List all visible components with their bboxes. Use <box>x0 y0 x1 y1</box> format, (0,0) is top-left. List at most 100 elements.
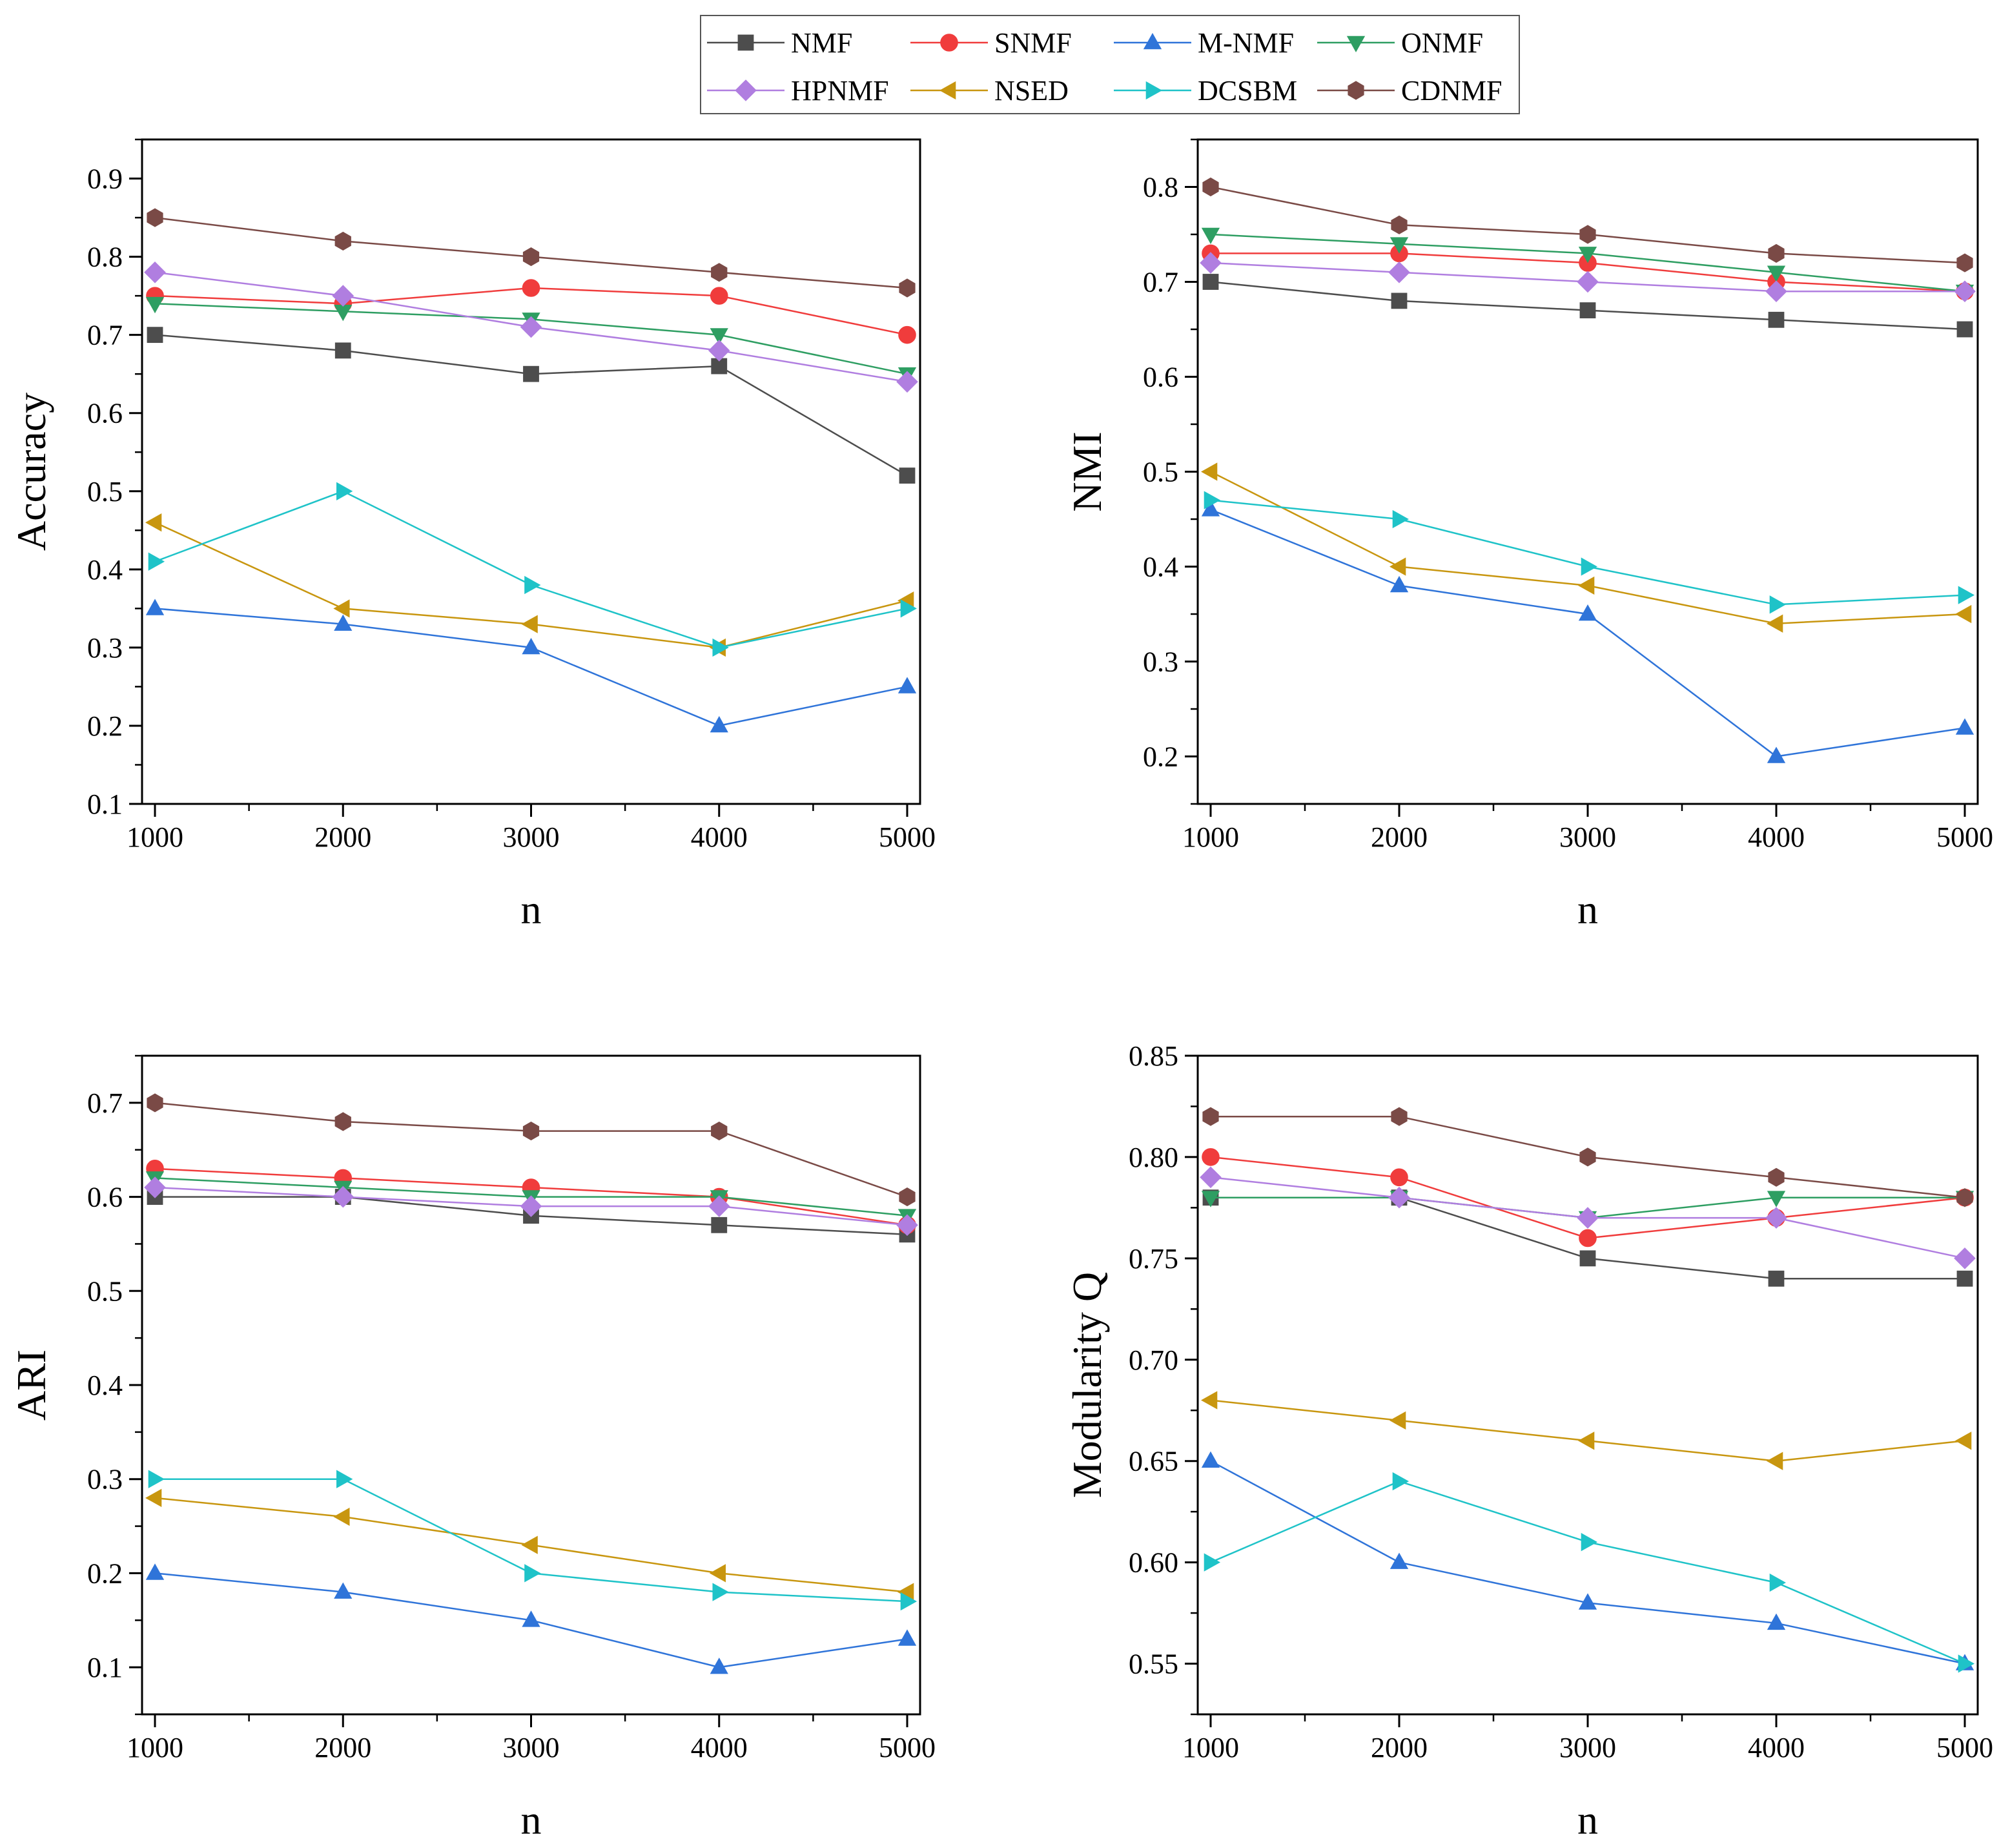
x-tick-label: 3000 <box>503 821 560 853</box>
y-tick-label: 0.6 <box>87 1182 123 1213</box>
data-point-hpnmf <box>896 371 918 393</box>
data-point-nmf <box>1956 1270 1973 1287</box>
data-point-dcsbm <box>1958 1654 1975 1673</box>
chart-panels: 1000 2000 3000 4000 5000 0.1 0.2 0.3 0.4 0.5 0.6 0.… <box>8 138 1993 1843</box>
legend-entry-nmf: NMF <box>707 27 852 59</box>
data-point-m-nmf <box>145 1563 165 1580</box>
data-point-nsed <box>1954 1432 1972 1450</box>
data-point-hpnmf <box>1200 1166 1222 1189</box>
series-cdnmf <box>1202 1107 1973 1207</box>
x-tick-label: 5000 <box>879 821 936 853</box>
data-point-nmf <box>711 1217 728 1233</box>
data-point-cdnmf <box>334 1112 351 1131</box>
x-tick-label: 2000 <box>314 1732 371 1763</box>
data-point-nmf <box>1202 274 1219 290</box>
data-point-nsed <box>333 599 350 618</box>
legend-label-snmf: SNMF <box>994 27 1072 59</box>
data-point-cdnmf <box>711 1122 728 1141</box>
data-point-onmf <box>1767 1191 1786 1207</box>
data-point-snmf <box>1579 1229 1597 1247</box>
x-tick-label: 4000 <box>691 821 748 853</box>
series-m-nmf <box>145 1563 917 1674</box>
legend-marker-nsed <box>939 81 956 100</box>
data-point-nmf <box>899 467 916 484</box>
legend-entry-snmf: SNMF <box>910 27 1072 59</box>
data-point-cdnmf <box>522 247 540 267</box>
data-point-hpnmf <box>1388 261 1410 283</box>
chart-ari: 1000 2000 3000 4000 5000 0.1 0.2 0.3 0.4 0.5 0.6 0.… <box>8 1054 936 1843</box>
data-point-nsed <box>1954 604 1972 624</box>
data-point-dcsbm <box>712 638 729 657</box>
data-point-cdnmf <box>334 231 351 251</box>
legend-marker-nmf <box>737 34 754 51</box>
data-point-hpnmf <box>1388 1186 1410 1209</box>
data-point-cdnmf <box>711 263 728 282</box>
x-tick-label: 1000 <box>127 1732 183 1763</box>
x-axis-title: n <box>521 1797 542 1843</box>
y-tick-label: 0.1 <box>87 1652 123 1683</box>
data-point-cdnmf <box>147 1093 163 1113</box>
data-point-nsed <box>1577 576 1595 595</box>
data-point-dcsbm <box>1958 586 1975 604</box>
legend-label-onmf: ONMF <box>1401 27 1483 59</box>
y-tick-label: 0.3 <box>87 632 123 664</box>
data-point-nsed <box>521 1535 538 1554</box>
data-point-nmf <box>147 327 163 344</box>
legend-entry-hpnmf: HPNMF <box>707 75 889 107</box>
data-point-dcsbm <box>524 1564 541 1583</box>
series-line-nmf <box>154 334 908 477</box>
data-point-dcsbm <box>900 1592 918 1611</box>
series-dcsbm <box>1204 1472 1975 1673</box>
data-point-onmf <box>710 328 728 345</box>
chart-nmi: 1000 2000 3000 4000 5000 0.2 0.3 0.4 0.5 0.6 0.7 0.… <box>1064 138 1993 932</box>
y-tick-label: 0.4 <box>1143 551 1178 583</box>
data-point-onmf <box>334 305 353 322</box>
series-hpnmf <box>144 261 918 393</box>
data-point-nsed <box>1577 1432 1595 1450</box>
data-point-hpnmf <box>1765 1207 1787 1229</box>
y-tick-label: 0.2 <box>87 710 123 742</box>
data-point-cdnmf <box>1202 1107 1219 1126</box>
legend-frame <box>700 15 1520 114</box>
data-point-hpnmf <box>708 1195 730 1217</box>
legend-label-nmf: NMF <box>791 27 852 59</box>
data-point-m-nmf <box>1578 604 1597 621</box>
y-tick-label: 0.4 <box>87 554 123 586</box>
data-point-dcsbm <box>1581 1533 1598 1552</box>
data-point-m-nmf <box>1767 1613 1786 1630</box>
y-tick-label: 0.7 <box>87 320 123 351</box>
legend-label-nsed: NSED <box>994 75 1069 107</box>
data-point-m-nmf <box>1578 1593 1597 1610</box>
data-point-nmf <box>1579 302 1596 319</box>
data-point-m-nmf <box>334 614 353 631</box>
legend-marker-cdnmf <box>1348 81 1364 100</box>
x-tick-label: 3000 <box>1559 821 1616 853</box>
x-tick-label: 1000 <box>1182 821 1239 853</box>
x-tick-label: 5000 <box>1936 1732 1993 1763</box>
y-tick-label: 0.5 <box>87 1275 123 1307</box>
series-dcsbm <box>148 1470 918 1611</box>
data-point-hpnmf <box>144 261 166 283</box>
data-point-m-nmf <box>897 677 917 693</box>
data-point-dcsbm <box>1392 509 1410 529</box>
data-point-m-nmf <box>1201 500 1220 517</box>
legend-entry-nsed: NSED <box>910 75 1069 107</box>
data-point-m-nmf <box>897 1629 917 1646</box>
y-tick-label: 0.8 <box>1143 172 1178 203</box>
legend-entry-m-nmf: M-NMF <box>1114 27 1294 59</box>
series-nsed <box>1200 462 1972 633</box>
x-tick-label: 2000 <box>1371 821 1428 853</box>
data-point-nsed <box>1766 614 1783 633</box>
legend-label-dcsbm: DCSBM <box>1198 75 1297 107</box>
series-line-m-nmf <box>1210 1460 1965 1665</box>
data-point-hpnmf <box>708 340 730 362</box>
legend-entry-dcsbm: DCSBM <box>1114 75 1297 107</box>
data-point-nsed <box>1200 462 1218 481</box>
data-point-snmf <box>522 279 540 297</box>
x-tick-label: 2000 <box>1371 1732 1428 1763</box>
data-point-dcsbm <box>1204 1553 1221 1572</box>
series-hpnmf <box>1200 252 1976 303</box>
series-cdnmf <box>147 208 916 298</box>
data-point-snmf <box>1202 1148 1220 1166</box>
y-tick-label: 0.75 <box>1129 1243 1178 1275</box>
